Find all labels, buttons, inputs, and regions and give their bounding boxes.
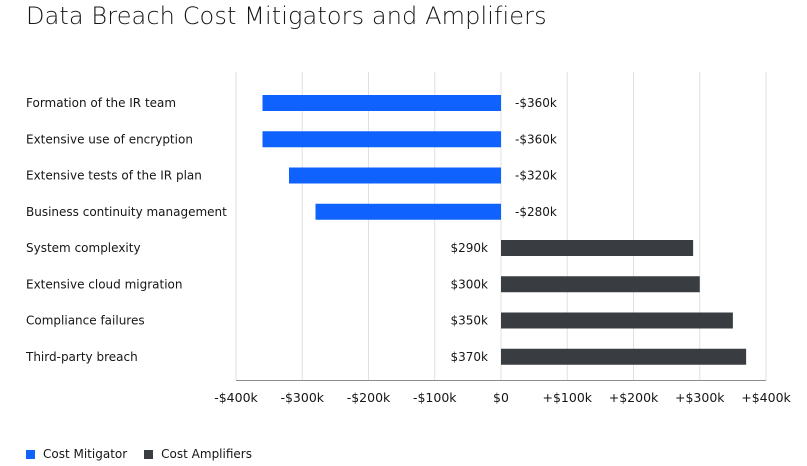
- category-label: Extensive cloud migration: [26, 277, 183, 291]
- category-label: Extensive tests of the IR plan: [26, 169, 202, 183]
- chart-title: Data Breach Cost Mitigators and Amplifie…: [26, 2, 547, 30]
- bar: [315, 203, 501, 220]
- legend-item-cost-amplifiers: Cost Amplifiers: [144, 447, 252, 461]
- data-label: -$280k: [515, 205, 557, 219]
- legend-swatch-cost-mitigator: [26, 449, 35, 459]
- bar: [501, 276, 700, 293]
- category-label: Third-party breach: [25, 350, 138, 364]
- bar: [501, 312, 733, 329]
- x-tick-label: -$300k: [280, 390, 324, 405]
- bar: [501, 240, 694, 256]
- legend-swatch-cost-amplifiers: [144, 449, 154, 459]
- bar: [289, 167, 501, 184]
- legend-label-cost-mitigator: Cost Mitigator: [43, 447, 128, 461]
- category-label: Extensive use of encryption: [26, 132, 193, 146]
- data-label: -$320k: [515, 169, 557, 183]
- data-label: -$360k: [515, 132, 557, 146]
- legend: Cost Mitigator Cost Amplifiers: [26, 447, 269, 461]
- x-tick-label: +$100k: [542, 390, 592, 405]
- x-tick-label: -$100k: [413, 390, 457, 405]
- data-label: $350k: [451, 314, 489, 328]
- x-tick-label: -$200k: [347, 390, 391, 405]
- data-label: $290k: [451, 241, 489, 255]
- x-tick-label: +$400k: [741, 390, 791, 405]
- bar: [262, 95, 501, 111]
- data-label: $370k: [451, 350, 489, 364]
- category-label: Business continuity management: [26, 205, 227, 219]
- x-tick-label: $0: [493, 390, 509, 405]
- bar: [262, 131, 501, 148]
- category-label: Compliance failures: [26, 314, 145, 328]
- x-tick-label: +$200k: [609, 390, 659, 405]
- legend-item-cost-mitigator: Cost Mitigator: [26, 447, 127, 461]
- bar: [501, 348, 747, 365]
- legend-label-cost-amplifiers: Cost Amplifiers: [161, 447, 252, 461]
- data-label: $300k: [451, 277, 489, 291]
- x-tick-label: -$400k: [214, 390, 258, 405]
- category-label: System complexity: [26, 241, 141, 255]
- x-tick-label: +$300k: [675, 390, 725, 405]
- category-label: Formation of the IR team: [26, 96, 176, 110]
- data-label: -$360k: [515, 96, 557, 110]
